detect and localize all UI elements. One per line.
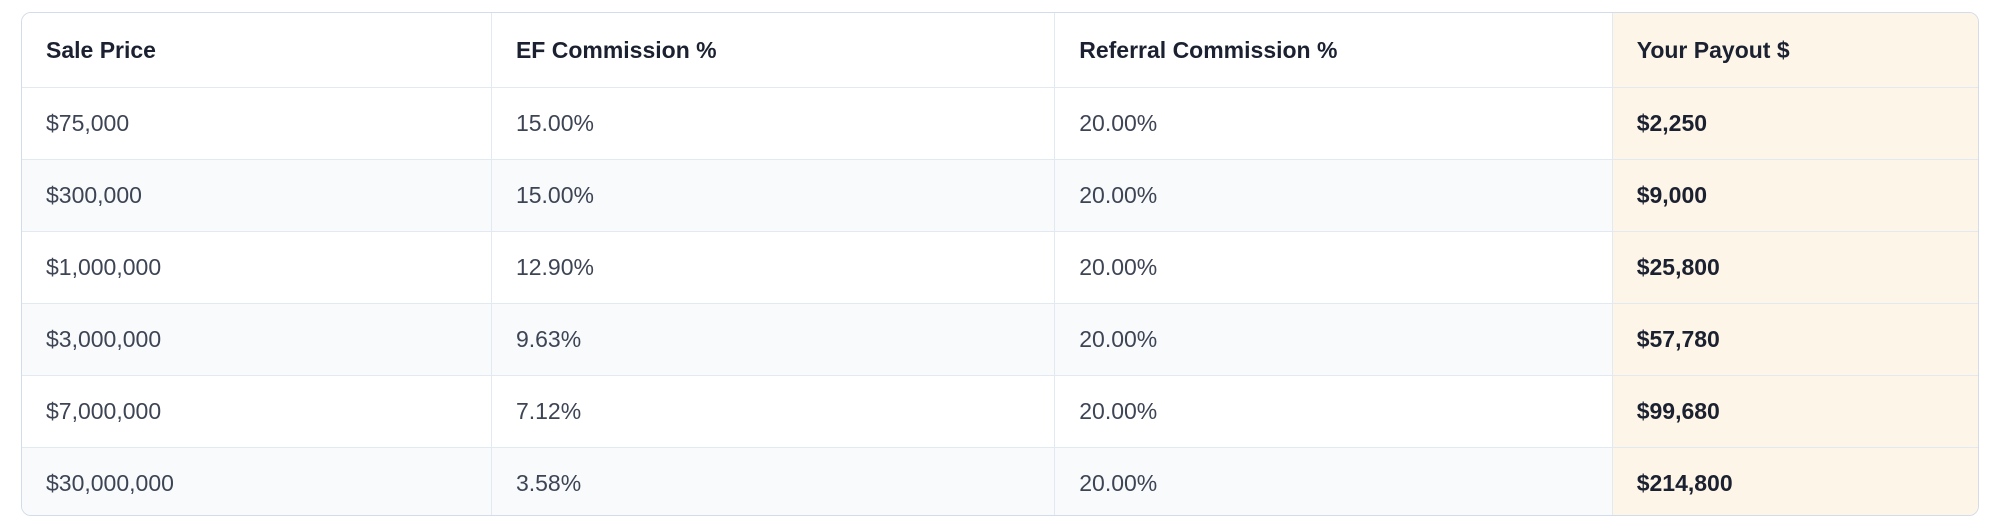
cell-your-payout: $57,780 <box>1611 303 1978 376</box>
cell-ef-commission: 12.90% <box>490 231 1055 304</box>
table-row: $75,000 15.00% 20.00% $2,250 <box>22 87 1978 160</box>
table-row: $3,000,000 9.63% 20.00% $57,780 <box>22 303 1978 376</box>
cell-sale-price: $7,000,000 <box>22 375 492 448</box>
cell-sale-price: $30,000,000 <box>22 447 492 515</box>
cell-referral-commission: 20.00% <box>1054 159 1613 232</box>
table-row: $300,000 15.00% 20.00% $9,000 <box>22 159 1978 232</box>
cell-referral-commission: 20.00% <box>1054 303 1613 376</box>
cell-ef-commission: 15.00% <box>490 159 1055 232</box>
header-referral-commission: Referral Commission % <box>1054 13 1613 88</box>
cell-ef-commission: 15.00% <box>490 87 1055 160</box>
table-row: $7,000,000 7.12% 20.00% $99,680 <box>22 375 1978 448</box>
cell-referral-commission: 20.00% <box>1054 375 1613 448</box>
cell-ef-commission: 9.63% <box>490 303 1055 376</box>
cell-sale-price: $300,000 <box>22 159 492 232</box>
commission-table-card: Sale Price EF Commission % Referral Comm… <box>21 12 1979 516</box>
table-row: $30,000,000 3.58% 20.00% $214,800 <box>22 447 1978 515</box>
cell-ef-commission: 7.12% <box>490 375 1055 448</box>
cell-ef-commission: 3.58% <box>490 447 1055 515</box>
cell-sale-price: $75,000 <box>22 87 492 160</box>
commission-table: Sale Price EF Commission % Referral Comm… <box>22 13 1978 515</box>
cell-your-payout: $214,800 <box>1611 447 1978 515</box>
cell-your-payout: $2,250 <box>1611 87 1978 160</box>
header-sale-price: Sale Price <box>22 13 492 88</box>
cell-your-payout: $25,800 <box>1611 231 1978 304</box>
cell-sale-price: $3,000,000 <box>22 303 492 376</box>
header-your-payout: Your Payout $ <box>1611 13 1978 88</box>
cell-referral-commission: 20.00% <box>1054 87 1613 160</box>
cell-referral-commission: 20.00% <box>1054 447 1613 515</box>
header-row: Sale Price EF Commission % Referral Comm… <box>22 13 1978 88</box>
cell-your-payout: $99,680 <box>1611 375 1978 448</box>
cell-your-payout: $9,000 <box>1611 159 1978 232</box>
table-row: $1,000,000 12.90% 20.00% $25,800 <box>22 231 1978 304</box>
cell-referral-commission: 20.00% <box>1054 231 1613 304</box>
header-ef-commission: EF Commission % <box>490 13 1055 88</box>
cell-sale-price: $1,000,000 <box>22 231 492 304</box>
